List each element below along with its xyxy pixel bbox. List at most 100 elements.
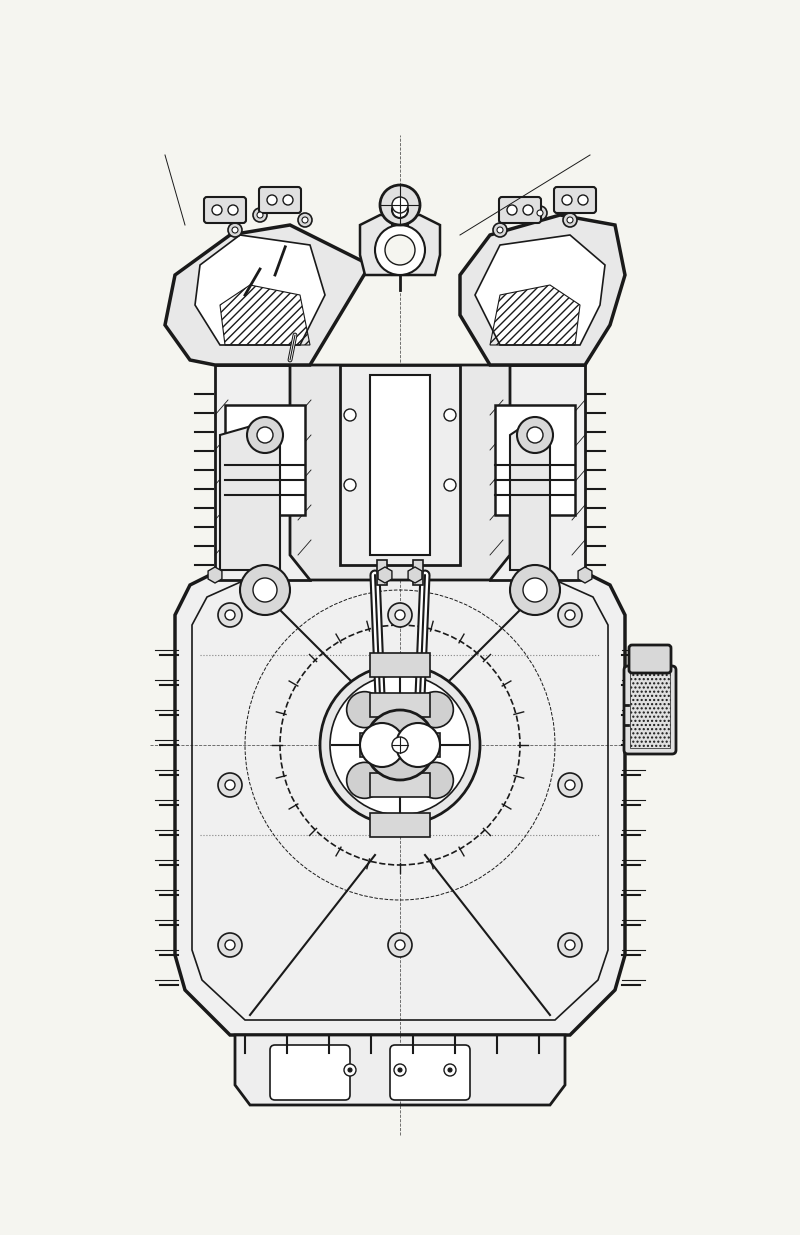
Circle shape: [565, 781, 575, 790]
Circle shape: [497, 227, 503, 233]
Circle shape: [562, 195, 572, 205]
Circle shape: [396, 722, 440, 767]
Circle shape: [567, 217, 573, 224]
Polygon shape: [490, 366, 585, 580]
Circle shape: [388, 603, 412, 627]
Circle shape: [225, 940, 235, 950]
Circle shape: [394, 1065, 406, 1076]
Polygon shape: [475, 235, 605, 345]
Circle shape: [385, 235, 415, 266]
Circle shape: [507, 205, 517, 215]
Circle shape: [448, 1068, 452, 1072]
Polygon shape: [340, 366, 460, 564]
Circle shape: [388, 932, 412, 957]
Circle shape: [218, 773, 242, 797]
Circle shape: [283, 195, 293, 205]
Bar: [370, 375, 430, 555]
FancyBboxPatch shape: [499, 198, 541, 224]
Circle shape: [360, 722, 404, 767]
Circle shape: [565, 610, 575, 620]
Circle shape: [218, 932, 242, 957]
Circle shape: [517, 417, 553, 453]
Circle shape: [395, 940, 405, 950]
Circle shape: [247, 417, 283, 453]
Circle shape: [302, 217, 308, 224]
Circle shape: [228, 205, 238, 215]
Polygon shape: [495, 405, 575, 515]
Bar: [377, 559, 387, 585]
Circle shape: [563, 212, 577, 227]
Polygon shape: [290, 366, 510, 580]
Polygon shape: [220, 425, 280, 571]
Circle shape: [558, 603, 582, 627]
Circle shape: [578, 195, 588, 205]
Bar: [360, 734, 440, 757]
FancyBboxPatch shape: [204, 198, 246, 224]
FancyBboxPatch shape: [390, 1045, 470, 1100]
Circle shape: [444, 1065, 456, 1076]
Circle shape: [225, 781, 235, 790]
Circle shape: [225, 610, 235, 620]
Circle shape: [253, 207, 267, 222]
Circle shape: [348, 1068, 352, 1072]
Polygon shape: [460, 215, 625, 366]
Circle shape: [493, 224, 507, 237]
Circle shape: [444, 479, 456, 492]
Circle shape: [523, 205, 533, 215]
Circle shape: [346, 762, 382, 798]
Circle shape: [527, 427, 543, 443]
Circle shape: [537, 210, 543, 216]
FancyBboxPatch shape: [270, 1045, 350, 1100]
Circle shape: [392, 203, 408, 219]
Circle shape: [232, 227, 238, 233]
Polygon shape: [215, 366, 310, 580]
Circle shape: [346, 692, 382, 727]
Circle shape: [418, 762, 454, 798]
Bar: [392, 225, 408, 275]
Circle shape: [212, 205, 222, 215]
Circle shape: [558, 773, 582, 797]
Circle shape: [320, 664, 480, 825]
Circle shape: [344, 479, 356, 492]
FancyBboxPatch shape: [624, 666, 676, 755]
Polygon shape: [510, 425, 550, 571]
Polygon shape: [360, 215, 440, 275]
Bar: [413, 559, 423, 585]
Bar: [370, 653, 430, 677]
Bar: [370, 693, 430, 718]
Circle shape: [444, 409, 456, 421]
Circle shape: [398, 1068, 402, 1072]
Polygon shape: [195, 235, 325, 345]
Circle shape: [418, 692, 454, 727]
Circle shape: [558, 932, 582, 957]
Circle shape: [395, 610, 405, 620]
FancyBboxPatch shape: [259, 186, 301, 212]
Circle shape: [298, 212, 312, 227]
Circle shape: [344, 1065, 356, 1076]
Circle shape: [344, 409, 356, 421]
Bar: [370, 773, 430, 797]
Circle shape: [253, 578, 277, 601]
Circle shape: [533, 206, 547, 220]
Polygon shape: [225, 405, 305, 515]
Circle shape: [257, 427, 273, 443]
Circle shape: [375, 225, 425, 275]
Circle shape: [392, 198, 408, 212]
Circle shape: [380, 185, 420, 225]
Circle shape: [330, 676, 470, 815]
Circle shape: [565, 940, 575, 950]
FancyBboxPatch shape: [629, 645, 671, 673]
FancyBboxPatch shape: [554, 186, 596, 212]
Circle shape: [218, 603, 242, 627]
Polygon shape: [235, 1035, 565, 1105]
Circle shape: [510, 564, 560, 615]
Polygon shape: [165, 225, 370, 366]
Circle shape: [523, 578, 547, 601]
Circle shape: [267, 195, 277, 205]
Circle shape: [257, 212, 263, 219]
Polygon shape: [625, 690, 640, 740]
Circle shape: [240, 564, 290, 615]
Polygon shape: [175, 564, 625, 1035]
Circle shape: [365, 710, 435, 781]
Bar: [370, 813, 430, 837]
